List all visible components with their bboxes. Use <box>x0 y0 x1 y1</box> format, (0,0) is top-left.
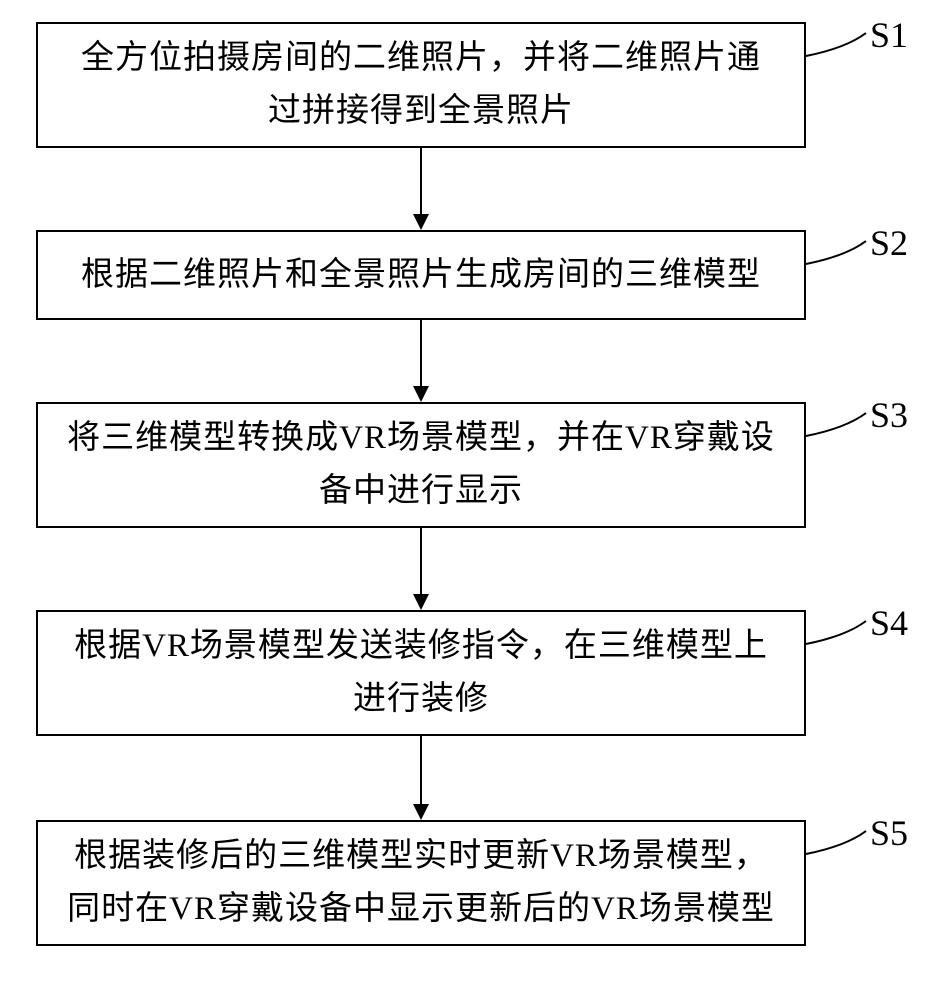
lead-line-s5 <box>0 0 938 1000</box>
flowchart-canvas: 全方位拍摄房间的二维照片，并将二维照片通 过拼接得到全景照片 根据二维照片和全景… <box>0 0 938 1000</box>
step-label-s3: S3 <box>870 394 908 436</box>
step-label-s2: S2 <box>870 222 908 264</box>
step-label-s5: S5 <box>870 812 908 854</box>
step-label-s4: S4 <box>870 602 908 644</box>
step-label-s1: S1 <box>870 14 908 56</box>
